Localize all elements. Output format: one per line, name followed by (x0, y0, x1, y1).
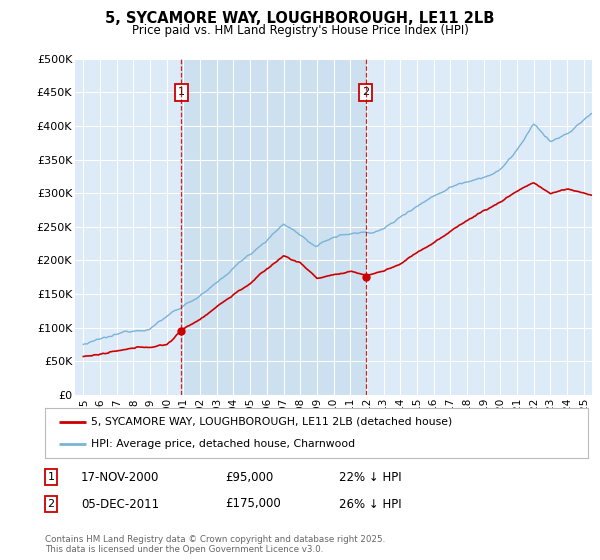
Text: £175,000: £175,000 (225, 497, 281, 511)
Text: 2: 2 (362, 87, 369, 97)
Text: 5, SYCAMORE WAY, LOUGHBOROUGH, LE11 2LB (detached house): 5, SYCAMORE WAY, LOUGHBOROUGH, LE11 2LB … (91, 417, 452, 427)
Text: HPI: Average price, detached house, Charnwood: HPI: Average price, detached house, Char… (91, 439, 355, 449)
Text: 26% ↓ HPI: 26% ↓ HPI (339, 497, 401, 511)
Text: 1: 1 (178, 87, 185, 97)
Text: Price paid vs. HM Land Registry's House Price Index (HPI): Price paid vs. HM Land Registry's House … (131, 24, 469, 36)
Text: 05-DEC-2011: 05-DEC-2011 (81, 497, 159, 511)
Text: 5, SYCAMORE WAY, LOUGHBOROUGH, LE11 2LB: 5, SYCAMORE WAY, LOUGHBOROUGH, LE11 2LB (106, 11, 494, 26)
Text: Contains HM Land Registry data © Crown copyright and database right 2025.
This d: Contains HM Land Registry data © Crown c… (45, 535, 385, 554)
Text: 17-NOV-2000: 17-NOV-2000 (81, 470, 160, 484)
Text: £95,000: £95,000 (225, 470, 273, 484)
Bar (181, 59, 365, 395)
Text: 22% ↓ HPI: 22% ↓ HPI (339, 470, 401, 484)
Text: 2: 2 (47, 499, 55, 509)
Text: 1: 1 (47, 472, 55, 482)
